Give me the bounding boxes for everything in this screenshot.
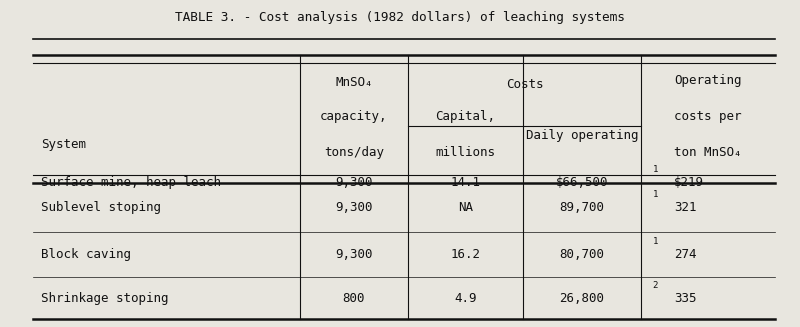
Text: 9,300: 9,300 — [335, 248, 373, 261]
Text: 16.2: 16.2 — [450, 248, 480, 261]
Text: millions: millions — [435, 146, 495, 159]
Text: Block caving: Block caving — [41, 248, 130, 261]
Text: 1: 1 — [652, 190, 658, 199]
Text: Capital,: Capital, — [435, 110, 495, 123]
Text: MnSO₄: MnSO₄ — [335, 76, 373, 89]
Text: 14.1: 14.1 — [450, 177, 480, 189]
Text: 4.9: 4.9 — [454, 292, 477, 304]
Text: capacity,: capacity, — [320, 110, 388, 123]
Text: Operating: Operating — [674, 74, 742, 87]
Text: Sublevel stoping: Sublevel stoping — [41, 201, 161, 214]
Text: Costs: Costs — [506, 77, 543, 91]
Text: $66,500: $66,500 — [556, 177, 608, 189]
Text: $219: $219 — [674, 177, 704, 189]
Text: 1: 1 — [652, 165, 658, 175]
Text: 335: 335 — [674, 292, 696, 304]
Text: System: System — [41, 138, 86, 150]
Text: 9,300: 9,300 — [335, 201, 373, 214]
Text: 80,700: 80,700 — [559, 248, 605, 261]
Text: 2: 2 — [652, 281, 658, 290]
Text: 9,300: 9,300 — [335, 177, 373, 189]
Text: 274: 274 — [674, 248, 696, 261]
Text: tons/day: tons/day — [324, 146, 384, 159]
Text: Daily operating: Daily operating — [526, 129, 638, 143]
Text: TABLE 3. - Cost analysis (1982 dollars) of leaching systems: TABLE 3. - Cost analysis (1982 dollars) … — [175, 11, 625, 24]
Text: 1: 1 — [652, 237, 658, 246]
Text: 89,700: 89,700 — [559, 201, 605, 214]
Text: NA: NA — [458, 201, 473, 214]
Text: Shrinkage stoping: Shrinkage stoping — [41, 292, 168, 304]
Text: Surface mine, heap leach: Surface mine, heap leach — [41, 177, 221, 189]
Text: ton MnSO₄: ton MnSO₄ — [674, 146, 742, 159]
Text: 800: 800 — [342, 292, 365, 304]
Text: costs per: costs per — [674, 110, 742, 123]
Text: 26,800: 26,800 — [559, 292, 605, 304]
Text: 321: 321 — [674, 201, 696, 214]
